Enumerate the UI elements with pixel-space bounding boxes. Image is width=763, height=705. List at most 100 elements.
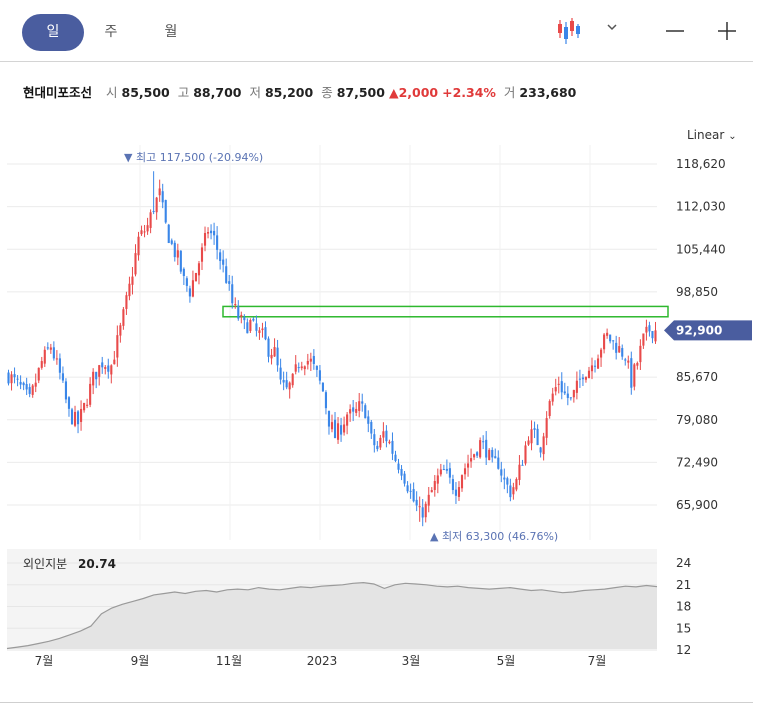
open-value: 85,500 <box>121 85 170 100</box>
candle <box>10 371 13 391</box>
candle-body <box>273 347 276 357</box>
candle-body <box>394 454 397 461</box>
candle-body <box>92 371 95 386</box>
max-annotation: ▼ 최고 117,500 (-20.94%) <box>124 151 263 164</box>
candle-body <box>578 378 581 380</box>
chevron-down-icon[interactable] <box>604 14 620 48</box>
tab-month[interactable]: 월 <box>164 24 178 40</box>
candle-body <box>460 475 464 489</box>
candle <box>158 179 161 202</box>
candle <box>494 448 497 459</box>
candle-body <box>515 479 518 490</box>
candle-body <box>539 447 542 453</box>
candle-body <box>185 278 188 286</box>
candle-body <box>654 330 657 342</box>
candle-body <box>448 468 451 478</box>
candle <box>70 407 74 425</box>
candle <box>164 199 167 224</box>
candle <box>231 275 234 309</box>
candle-body <box>98 365 101 377</box>
candle-body <box>143 231 146 233</box>
candle <box>418 496 421 522</box>
candle-body <box>445 468 448 471</box>
candle-body <box>197 263 201 276</box>
candle <box>176 243 179 266</box>
candle <box>388 439 391 445</box>
candle-body <box>52 347 55 359</box>
candle <box>548 399 551 419</box>
min-label: 최저 63,300 (46.76%) <box>442 530 558 543</box>
candle <box>509 478 512 502</box>
candle-body <box>170 240 173 244</box>
candle-body <box>370 421 373 434</box>
candle <box>225 258 228 284</box>
candle <box>542 432 545 461</box>
candle <box>630 351 633 395</box>
candle <box>80 400 83 431</box>
candle <box>527 436 530 446</box>
candle <box>321 382 324 393</box>
candle <box>173 240 176 262</box>
candle <box>92 368 95 395</box>
candle <box>194 272 198 282</box>
candle <box>606 328 609 339</box>
candle-body <box>300 366 303 369</box>
bottom-divider <box>0 702 753 703</box>
candle-body <box>131 276 134 285</box>
candle-body <box>261 328 264 331</box>
candle-body <box>194 272 198 282</box>
candle <box>13 367 16 384</box>
candle-body <box>633 364 636 387</box>
candle <box>593 360 597 373</box>
candle <box>49 343 52 354</box>
candle <box>315 365 318 377</box>
candle <box>433 475 436 497</box>
candle-body <box>439 469 442 475</box>
candlestick-icon[interactable] <box>555 14 585 48</box>
scale-selector[interactable]: Linear ⌄ <box>687 128 737 142</box>
volume-label: 거 <box>503 85 516 100</box>
candle-body <box>533 428 536 430</box>
candle-body <box>321 382 324 392</box>
candle <box>113 350 116 365</box>
candle <box>267 336 270 363</box>
candle-body <box>40 361 43 368</box>
candle <box>155 196 158 220</box>
candle-body <box>346 414 349 426</box>
plus-icon[interactable] <box>715 14 739 48</box>
candle-body <box>303 366 306 370</box>
candle <box>273 338 276 357</box>
candle-body <box>291 373 294 386</box>
candle <box>376 441 379 452</box>
tab-day[interactable]: 일 <box>22 14 84 51</box>
candle <box>391 432 394 461</box>
candle <box>28 383 31 398</box>
minus-icon[interactable] <box>663 14 687 48</box>
candle <box>379 434 382 450</box>
candle-body <box>264 327 267 340</box>
candle-body <box>10 374 13 384</box>
candle <box>306 353 309 370</box>
candle-body <box>536 428 539 446</box>
tab-week[interactable]: 주 <box>104 24 118 40</box>
candle <box>240 311 243 324</box>
candle-body <box>618 346 621 353</box>
candle-body <box>563 391 566 394</box>
candle <box>282 371 285 391</box>
sub-y-tick-label: 24 <box>676 556 691 570</box>
candle-body <box>182 268 185 277</box>
candle <box>621 344 624 360</box>
candle <box>645 319 648 341</box>
candle <box>415 491 418 512</box>
y-tick-label: 112,030 <box>676 200 726 214</box>
candle <box>83 402 86 413</box>
candle-body <box>240 314 243 317</box>
candle-body <box>358 401 361 411</box>
candle <box>288 381 291 399</box>
candle <box>349 404 352 422</box>
candle <box>600 347 603 367</box>
candle-body <box>636 362 639 366</box>
candle-body <box>213 230 216 236</box>
x-tick-label: 9월 <box>131 654 150 668</box>
